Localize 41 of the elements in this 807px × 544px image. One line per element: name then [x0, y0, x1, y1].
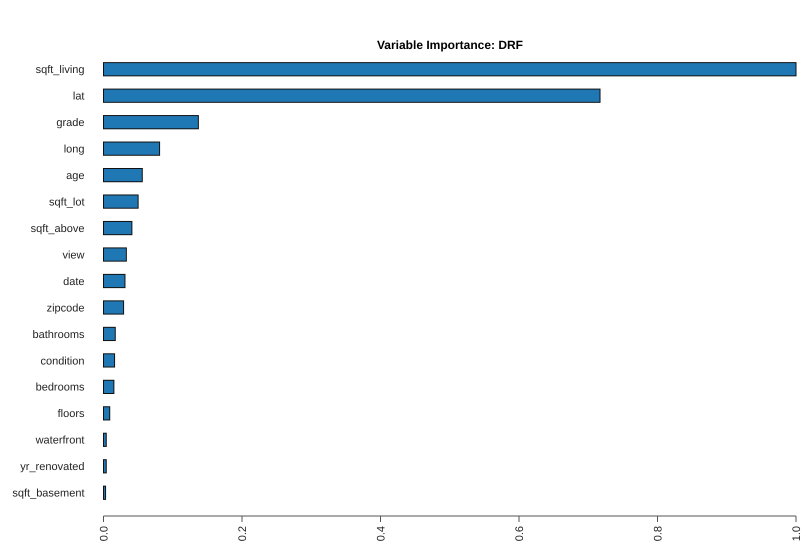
y-tick-label: floors: [58, 408, 85, 420]
bar: [103, 353, 116, 368]
y-tick-label: zipcode: [46, 302, 84, 314]
x-tick-label: 0.6: [514, 526, 526, 542]
bar: [103, 247, 127, 262]
x-tick-label: 0.8: [652, 526, 664, 542]
bar: [103, 406, 110, 420]
chart-title: Variable Importance: DRF: [376, 38, 524, 52]
bar: [103, 115, 199, 130]
y-tick-label: sqft_lot: [49, 196, 84, 208]
bar: [103, 459, 107, 474]
x-tick-label: 1.0: [790, 526, 803, 542]
bar: [103, 300, 124, 315]
y-tick-label: date: [63, 276, 84, 288]
x-tick-label: 0.0: [98, 526, 110, 542]
bar: [103, 380, 114, 394]
bar: [103, 220, 132, 236]
y-tick-label: sqft_living: [36, 64, 84, 76]
bar: [103, 486, 106, 500]
y-tick-label: bedrooms: [36, 382, 85, 394]
bar: [103, 62, 796, 76]
y-tick-label: condition: [40, 355, 84, 368]
x-tick-label: 0.2: [236, 526, 249, 542]
y-tick-label: yr_renovated: [20, 461, 84, 474]
bar: [103, 432, 107, 447]
bar: [103, 88, 601, 103]
x-tick-label: 0.4: [375, 526, 388, 542]
y-tick-label: bathrooms: [32, 328, 85, 341]
y-tick-label: long: [64, 143, 84, 156]
y-tick-label: grade: [56, 117, 84, 130]
bar: [103, 194, 139, 209]
y-tick-label: view: [62, 249, 85, 262]
y-tick-label: lat: [72, 90, 84, 103]
bar: [103, 274, 126, 288]
bar: [103, 326, 116, 342]
y-tick-label: age: [66, 170, 84, 182]
bar: [103, 168, 143, 182]
y-tick-label: sqft_above: [30, 222, 84, 235]
y-tick-label: waterfront: [34, 434, 84, 447]
bar: [103, 142, 160, 156]
y-tick-label: sqft_basement: [12, 488, 84, 500]
